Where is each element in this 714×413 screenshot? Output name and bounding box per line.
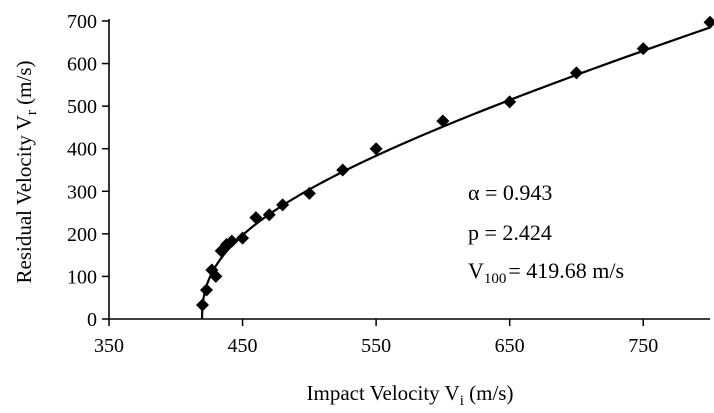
alpha-annotation: α = 0.943 (468, 180, 552, 205)
x-tick-label: 650 (495, 335, 525, 357)
data-point (199, 283, 213, 297)
x-tick-label: 450 (228, 335, 258, 357)
p-annotation: p = 2.424 (468, 220, 552, 245)
data-point (249, 211, 263, 225)
data-point (195, 298, 209, 312)
y-tick-label: 700 (67, 11, 97, 33)
data-point (225, 234, 239, 248)
y-tick-label: 300 (67, 181, 97, 203)
data-point (436, 114, 450, 128)
data-point (569, 66, 583, 80)
x-tick-label: 350 (94, 335, 124, 357)
y-axis-title: Residual Velocity Vr (m/s) (12, 61, 40, 284)
fit-parameters: α = 0.943 p = 2.424 V100= 419.68 m/s (468, 180, 624, 287)
y-tick-label: 500 (67, 96, 97, 118)
data-point (302, 186, 316, 200)
axes (108, 19, 710, 320)
fit-curve (200, 26, 711, 320)
v100-annotation: V100= 419.68 m/s (468, 258, 624, 287)
y-tick-label: 200 (67, 224, 97, 246)
data-points (195, 15, 714, 312)
y-tick-label: 0 (87, 309, 97, 331)
data-point (369, 142, 383, 156)
data-point (276, 198, 290, 212)
y-tick-label: 600 (67, 54, 97, 76)
data-point (703, 15, 714, 29)
data-point (636, 42, 650, 56)
data-point (209, 269, 223, 283)
data-point (503, 95, 517, 109)
y-tick-label: 400 (67, 139, 97, 161)
data-point (262, 208, 276, 222)
y-axis-ticks: 0 100 200 300 400 500 600 700 (67, 11, 109, 331)
x-tick-label: 750 (628, 335, 658, 357)
data-point (336, 163, 350, 177)
x-axis-title: Impact Velocity Vi (m/s) (307, 381, 514, 409)
x-tick-label: 550 (361, 335, 391, 357)
y-tick-label: 100 (67, 266, 97, 288)
data-point (236, 231, 250, 245)
x-axis-ticks: 350 450 550 650 750 (94, 319, 658, 357)
